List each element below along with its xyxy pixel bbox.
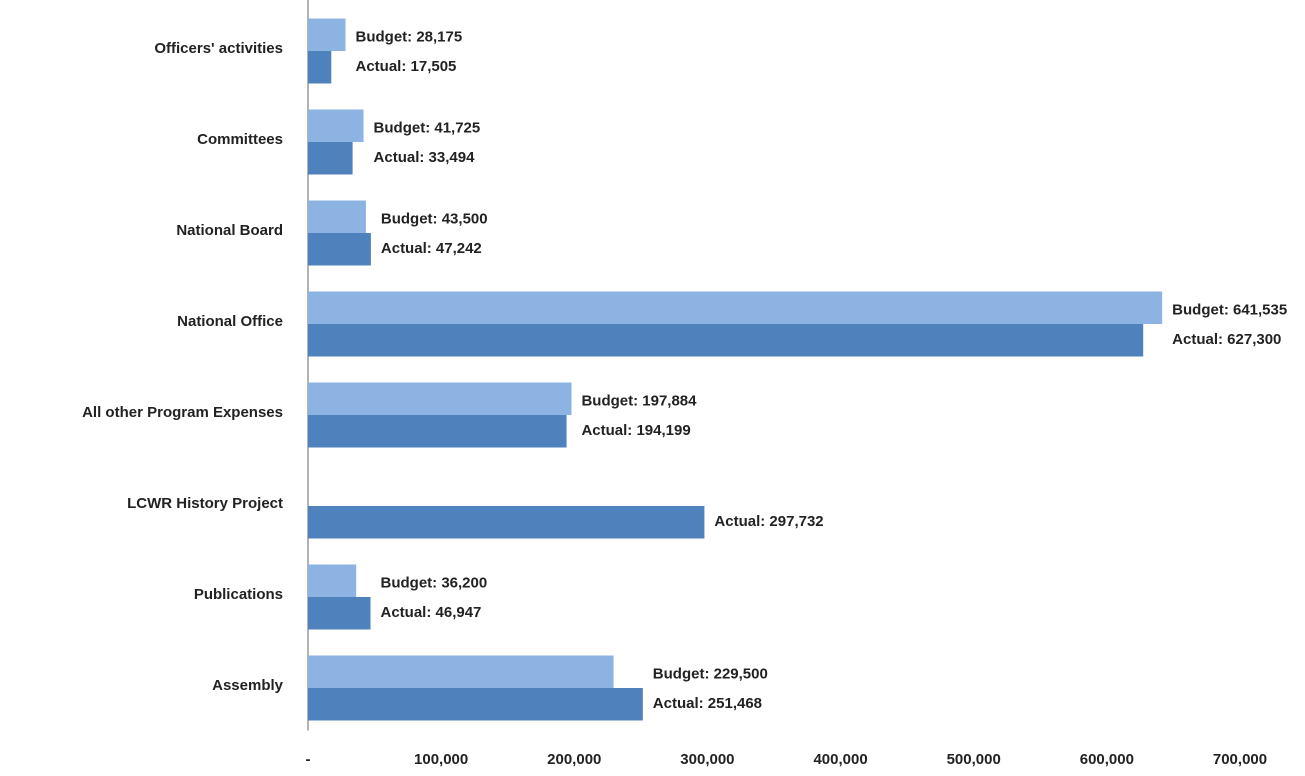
x-tick-label: 100,000 xyxy=(414,751,468,768)
x-tick-label: 700,000 xyxy=(1213,751,1267,768)
bar xyxy=(308,109,364,142)
data-label: Actual: 194,199 xyxy=(581,422,690,439)
data-label: Actual: 251,468 xyxy=(653,695,762,712)
bar xyxy=(308,415,567,448)
data-label: Budget: 28,175 xyxy=(356,29,463,46)
data-label: Actual: 297,732 xyxy=(714,513,823,530)
data-label: Budget: 641,535 xyxy=(1172,302,1287,319)
bar xyxy=(308,142,353,175)
x-tick-label: 500,000 xyxy=(947,751,1001,768)
data-label: Budget: 41,725 xyxy=(374,120,481,137)
bar xyxy=(308,233,371,266)
bar xyxy=(308,655,614,688)
y-tick-label: National Office xyxy=(177,313,283,330)
data-label: Actual: 47,242 xyxy=(381,240,482,257)
data-label: Budget: 229,500 xyxy=(653,666,768,683)
y-tick-label: Officers' activities xyxy=(154,40,283,57)
x-tick-label: 400,000 xyxy=(813,751,867,768)
bar xyxy=(308,18,346,51)
data-label: Budget: 36,200 xyxy=(381,575,488,592)
y-tick-label: Committees xyxy=(197,131,283,148)
bar xyxy=(308,291,1163,324)
data-label: Actual: 627,300 xyxy=(1172,331,1281,348)
x-tick-label: - xyxy=(306,751,311,768)
data-label: Budget: 43,500 xyxy=(381,211,488,228)
bar xyxy=(308,688,643,721)
x-tick-label: 300,000 xyxy=(680,751,734,768)
y-tick-label: All other Program Expenses xyxy=(82,404,283,421)
y-tick-label: Publications xyxy=(194,586,283,603)
bar xyxy=(308,200,366,233)
data-label: Actual: 46,947 xyxy=(381,604,482,621)
bar xyxy=(308,382,572,415)
bar xyxy=(308,564,357,597)
x-tick-label: 200,000 xyxy=(547,751,601,768)
bar xyxy=(308,597,371,630)
data-label: Budget: 197,884 xyxy=(581,393,697,410)
y-tick-label: Assembly xyxy=(212,677,284,694)
y-tick-label: National Board xyxy=(176,222,283,239)
x-tick-label: 600,000 xyxy=(1080,751,1134,768)
y-tick-label: LCWR History Project xyxy=(127,495,283,512)
data-label: Actual: 17,505 xyxy=(356,58,457,75)
bar xyxy=(308,506,705,539)
data-label: Actual: 33,494 xyxy=(374,149,476,166)
bar xyxy=(308,51,332,84)
bar xyxy=(308,324,1144,357)
